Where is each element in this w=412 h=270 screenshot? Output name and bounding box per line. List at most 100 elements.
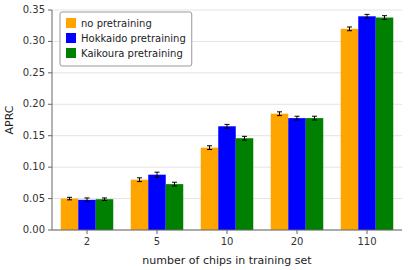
error-bar-cap [102, 197, 107, 198]
error-bar [172, 182, 177, 186]
legend-swatch [66, 48, 76, 58]
bar [271, 114, 289, 230]
bar [288, 118, 306, 230]
x-tick-label: 2 [84, 236, 90, 247]
bar [131, 180, 149, 230]
bar [201, 148, 219, 230]
error-bar-cap [85, 201, 90, 202]
error-bar-line [157, 172, 158, 177]
error-bar-cap [225, 124, 230, 125]
error-bar-cap [312, 116, 317, 117]
bar [341, 29, 359, 230]
y-tick [48, 198, 52, 199]
error-bar [102, 198, 107, 201]
error-bar [365, 14, 370, 18]
chart: 0.000.050.100.150.200.250.300.3525102011… [0, 0, 412, 270]
error-bar-cap [242, 140, 247, 141]
error-bar-cap [207, 149, 212, 150]
y-tick [48, 72, 52, 73]
y-tick [48, 230, 52, 231]
error-bar-line [367, 14, 368, 18]
grid-line [52, 10, 402, 11]
error-bar-cap [347, 30, 352, 31]
bar [358, 16, 376, 230]
error-bar [312, 116, 317, 120]
error-bar [67, 197, 72, 200]
error-bar-cap [207, 145, 212, 146]
error-bar [295, 116, 300, 120]
error-bar-cap [172, 186, 177, 187]
y-axis-line [52, 10, 53, 230]
error-bar-cap [155, 177, 160, 178]
error-bar-line [174, 182, 175, 186]
error-bar [155, 172, 160, 177]
error-bar-cap [295, 120, 300, 121]
y-axis-label: APRC [3, 105, 16, 134]
x-tick-label: 110 [357, 236, 376, 247]
error-bar-cap [137, 177, 142, 178]
bar [78, 200, 96, 230]
bar [236, 138, 254, 230]
error-bar-cap [67, 197, 72, 198]
y-tick-label: 0.05 [23, 193, 45, 204]
legend-label: no pretraining [81, 18, 152, 29]
bar [376, 18, 394, 230]
bar [96, 199, 114, 230]
error-bar [225, 124, 230, 128]
error-bar-cap [225, 128, 230, 129]
y-tick [48, 41, 52, 42]
error-bar [137, 178, 142, 182]
error-bar-line [139, 178, 140, 182]
error-bar-cap [382, 15, 387, 16]
error-bar-cap [155, 172, 160, 173]
error-bar-cap [277, 111, 282, 112]
y-tick [48, 10, 52, 11]
error-bar-cap [85, 197, 90, 198]
y-tick [48, 104, 52, 105]
y-tick-label: 0.00 [23, 224, 45, 235]
page: {"chart_data": {"type": "bar", "xlabel":… [0, 0, 412, 270]
legend: no pretrainingHokkaido pretrainingKaikou… [60, 12, 192, 66]
error-bar-line [227, 124, 228, 128]
error-bar [347, 27, 352, 31]
x-tick-label: 5 [154, 236, 160, 247]
error-bar-cap [347, 26, 352, 27]
bar [218, 126, 236, 230]
x-tick [367, 230, 368, 234]
error-bar-line [297, 116, 298, 120]
y-tick-label: 0.25 [23, 67, 45, 78]
error-bar-cap [365, 18, 370, 19]
error-bar-cap [102, 200, 107, 201]
x-tick-label: 10 [221, 236, 234, 247]
error-bar [277, 112, 282, 116]
error-bar [242, 136, 247, 140]
error-bar-cap [277, 115, 282, 116]
bar [166, 184, 184, 230]
y-tick-label: 0.10 [23, 161, 45, 172]
error-bar [382, 16, 387, 20]
error-bar-line [279, 112, 280, 116]
x-tick [227, 230, 228, 234]
error-bar-line [349, 27, 350, 31]
error-bar-line [314, 116, 315, 120]
y-tick [48, 167, 52, 168]
error-bar-line [244, 136, 245, 140]
legend-swatch [66, 18, 76, 28]
legend-label: Hokkaido pretraining [81, 33, 186, 44]
error-bar-cap [312, 120, 317, 121]
y-tick-label: 0.30 [23, 35, 45, 46]
error-bar-cap [172, 182, 177, 183]
error-bar-line [87, 198, 88, 202]
x-axis-label: number of chips in training set [142, 254, 312, 267]
x-tick [297, 230, 298, 234]
y-tick-label: 0.15 [23, 130, 45, 141]
error-bar-cap [137, 181, 142, 182]
y-tick [48, 135, 52, 136]
bar [306, 118, 324, 230]
legend-box [60, 12, 192, 66]
y-tick-label: 0.35 [23, 4, 45, 15]
bar [61, 199, 79, 230]
x-axis: 251020110 [52, 230, 402, 247]
error-bar-line [384, 16, 385, 20]
error-bar [85, 198, 90, 202]
